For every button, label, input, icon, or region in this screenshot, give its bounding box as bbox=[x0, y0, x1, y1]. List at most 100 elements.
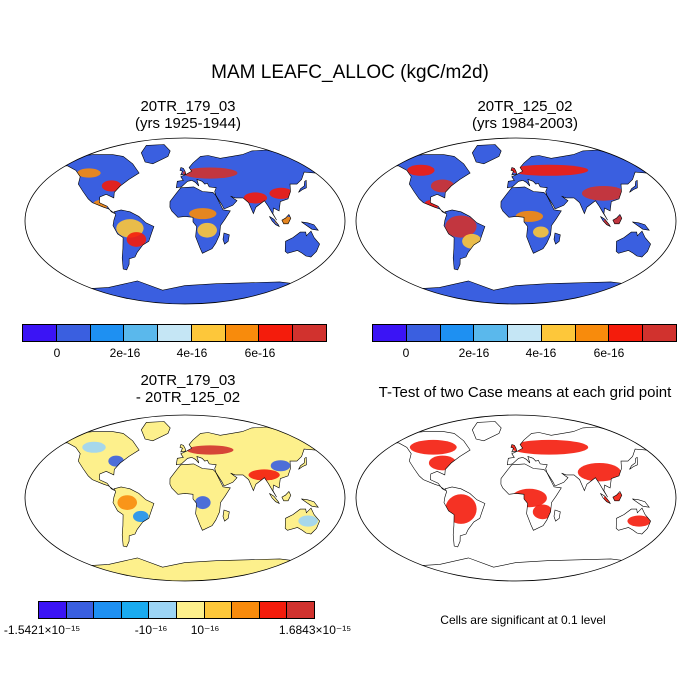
colorbar-swatch bbox=[259, 602, 288, 618]
coastline bbox=[140, 144, 171, 165]
landmass-antarctica bbox=[45, 557, 323, 581]
colorbar-case1-label: 4e-16 bbox=[176, 346, 208, 360]
coastline bbox=[301, 221, 319, 231]
landmass-nz bbox=[326, 253, 339, 264]
field-region bbox=[409, 439, 457, 455]
coastline bbox=[298, 456, 307, 470]
landmass-japan bbox=[298, 180, 307, 193]
landmass-nz bbox=[326, 530, 339, 541]
colorbar-swatch bbox=[56, 325, 91, 341]
field-region bbox=[298, 515, 318, 527]
colorbar-swatch bbox=[232, 602, 260, 618]
landmass-borneo bbox=[281, 491, 291, 501]
coastline bbox=[600, 216, 611, 228]
colorbar-swatch bbox=[293, 325, 327, 341]
landmass-namerica bbox=[52, 431, 140, 491]
colorbar-swatch bbox=[259, 325, 294, 341]
map-border bbox=[355, 414, 677, 582]
coastline bbox=[301, 498, 319, 508]
coastline bbox=[326, 252, 340, 264]
colorbar-swatch bbox=[225, 325, 260, 341]
colorbar-swatch bbox=[90, 325, 125, 341]
field-region bbox=[197, 222, 217, 238]
colorbar-swatch bbox=[609, 325, 644, 341]
landmass-greenland bbox=[141, 144, 171, 164]
coastline bbox=[179, 444, 187, 453]
colorbar-swatch bbox=[643, 325, 677, 341]
map-border bbox=[24, 137, 346, 305]
field-region bbox=[269, 187, 293, 199]
field-region bbox=[509, 439, 589, 455]
coastline bbox=[657, 529, 671, 541]
panel-title-case2: 20TR_125_02 (yrs 1984-2003) bbox=[472, 98, 578, 132]
coastline bbox=[471, 144, 502, 165]
coastline bbox=[500, 186, 562, 254]
coastline bbox=[175, 426, 328, 498]
landmass-nz bbox=[657, 253, 670, 264]
field-region bbox=[581, 185, 625, 201]
coastline bbox=[553, 232, 561, 245]
coastline bbox=[281, 213, 292, 225]
coastline bbox=[222, 509, 230, 522]
colorbar-swatch bbox=[94, 602, 122, 618]
landmass-japan bbox=[629, 180, 638, 193]
panel-title-case1: 20TR_179_03 (yrs 1925-1944) bbox=[135, 98, 241, 132]
coastline bbox=[506, 149, 659, 221]
colorbar-diff-label: -1.5421×10⁻¹⁵ bbox=[3, 623, 81, 637]
field-region bbox=[108, 455, 124, 467]
colorbar-swatch bbox=[575, 325, 610, 341]
landmass-antarctica bbox=[376, 280, 654, 304]
coastline bbox=[500, 463, 562, 531]
field-region bbox=[82, 441, 106, 453]
landmass-newguinea bbox=[301, 221, 319, 231]
figure-title: MAM LEAFC_ALLOC (kgC/m2d) bbox=[211, 62, 489, 83]
landmass-antarctica bbox=[376, 557, 654, 581]
coastline bbox=[632, 221, 650, 231]
field-region bbox=[77, 168, 101, 178]
colorbar-swatch bbox=[121, 602, 150, 618]
landmass-eurasia bbox=[176, 150, 328, 221]
colorbar-case2-label: 0 bbox=[402, 346, 410, 360]
colorbar-case2-label: 4e-16 bbox=[525, 346, 557, 360]
coastline bbox=[298, 179, 307, 193]
coastline bbox=[600, 493, 611, 505]
coastline bbox=[615, 230, 651, 258]
coastline bbox=[657, 252, 671, 264]
colorbar-case1-label: 2e-16 bbox=[109, 346, 141, 360]
coastline bbox=[612, 213, 623, 225]
landmass-eurasia bbox=[176, 427, 328, 498]
coastline bbox=[443, 486, 486, 548]
map-border bbox=[24, 414, 346, 582]
field-region bbox=[577, 462, 621, 482]
map-case1 bbox=[24, 137, 346, 305]
coastline bbox=[510, 444, 518, 453]
coastline bbox=[269, 216, 280, 228]
landmass-antarctica bbox=[45, 280, 323, 304]
colorbar-swatch bbox=[149, 602, 177, 618]
field-region bbox=[532, 504, 553, 520]
coastline bbox=[281, 490, 292, 502]
landmass-newguinea bbox=[632, 221, 650, 231]
significance-note: Cells are significant at 0.1 level bbox=[440, 613, 606, 627]
coastline bbox=[284, 230, 320, 258]
field-region bbox=[194, 496, 211, 510]
landmass-australia bbox=[616, 231, 651, 257]
landmass-sumatra bbox=[269, 216, 280, 227]
colorbar-swatch bbox=[158, 325, 192, 341]
field-region bbox=[511, 488, 547, 508]
field-region bbox=[243, 192, 268, 204]
landmass-australia bbox=[285, 231, 320, 257]
coastline bbox=[179, 167, 187, 176]
coastline bbox=[51, 431, 140, 491]
colorbar-diff-label: 10⁻¹⁶ bbox=[190, 623, 220, 637]
colorbar-swatch bbox=[440, 325, 475, 341]
field-region bbox=[515, 210, 544, 222]
panel-title-difference: 20TR_179_03 - 20TR_125_02 bbox=[135, 372, 241, 406]
colorbar-case2 bbox=[372, 324, 677, 342]
colorbar-difference bbox=[38, 601, 315, 619]
landmass-namerica bbox=[383, 154, 471, 214]
field-region bbox=[189, 208, 217, 220]
map-border bbox=[355, 137, 677, 305]
coastline bbox=[553, 509, 561, 522]
colorbar-swatch bbox=[66, 602, 95, 618]
